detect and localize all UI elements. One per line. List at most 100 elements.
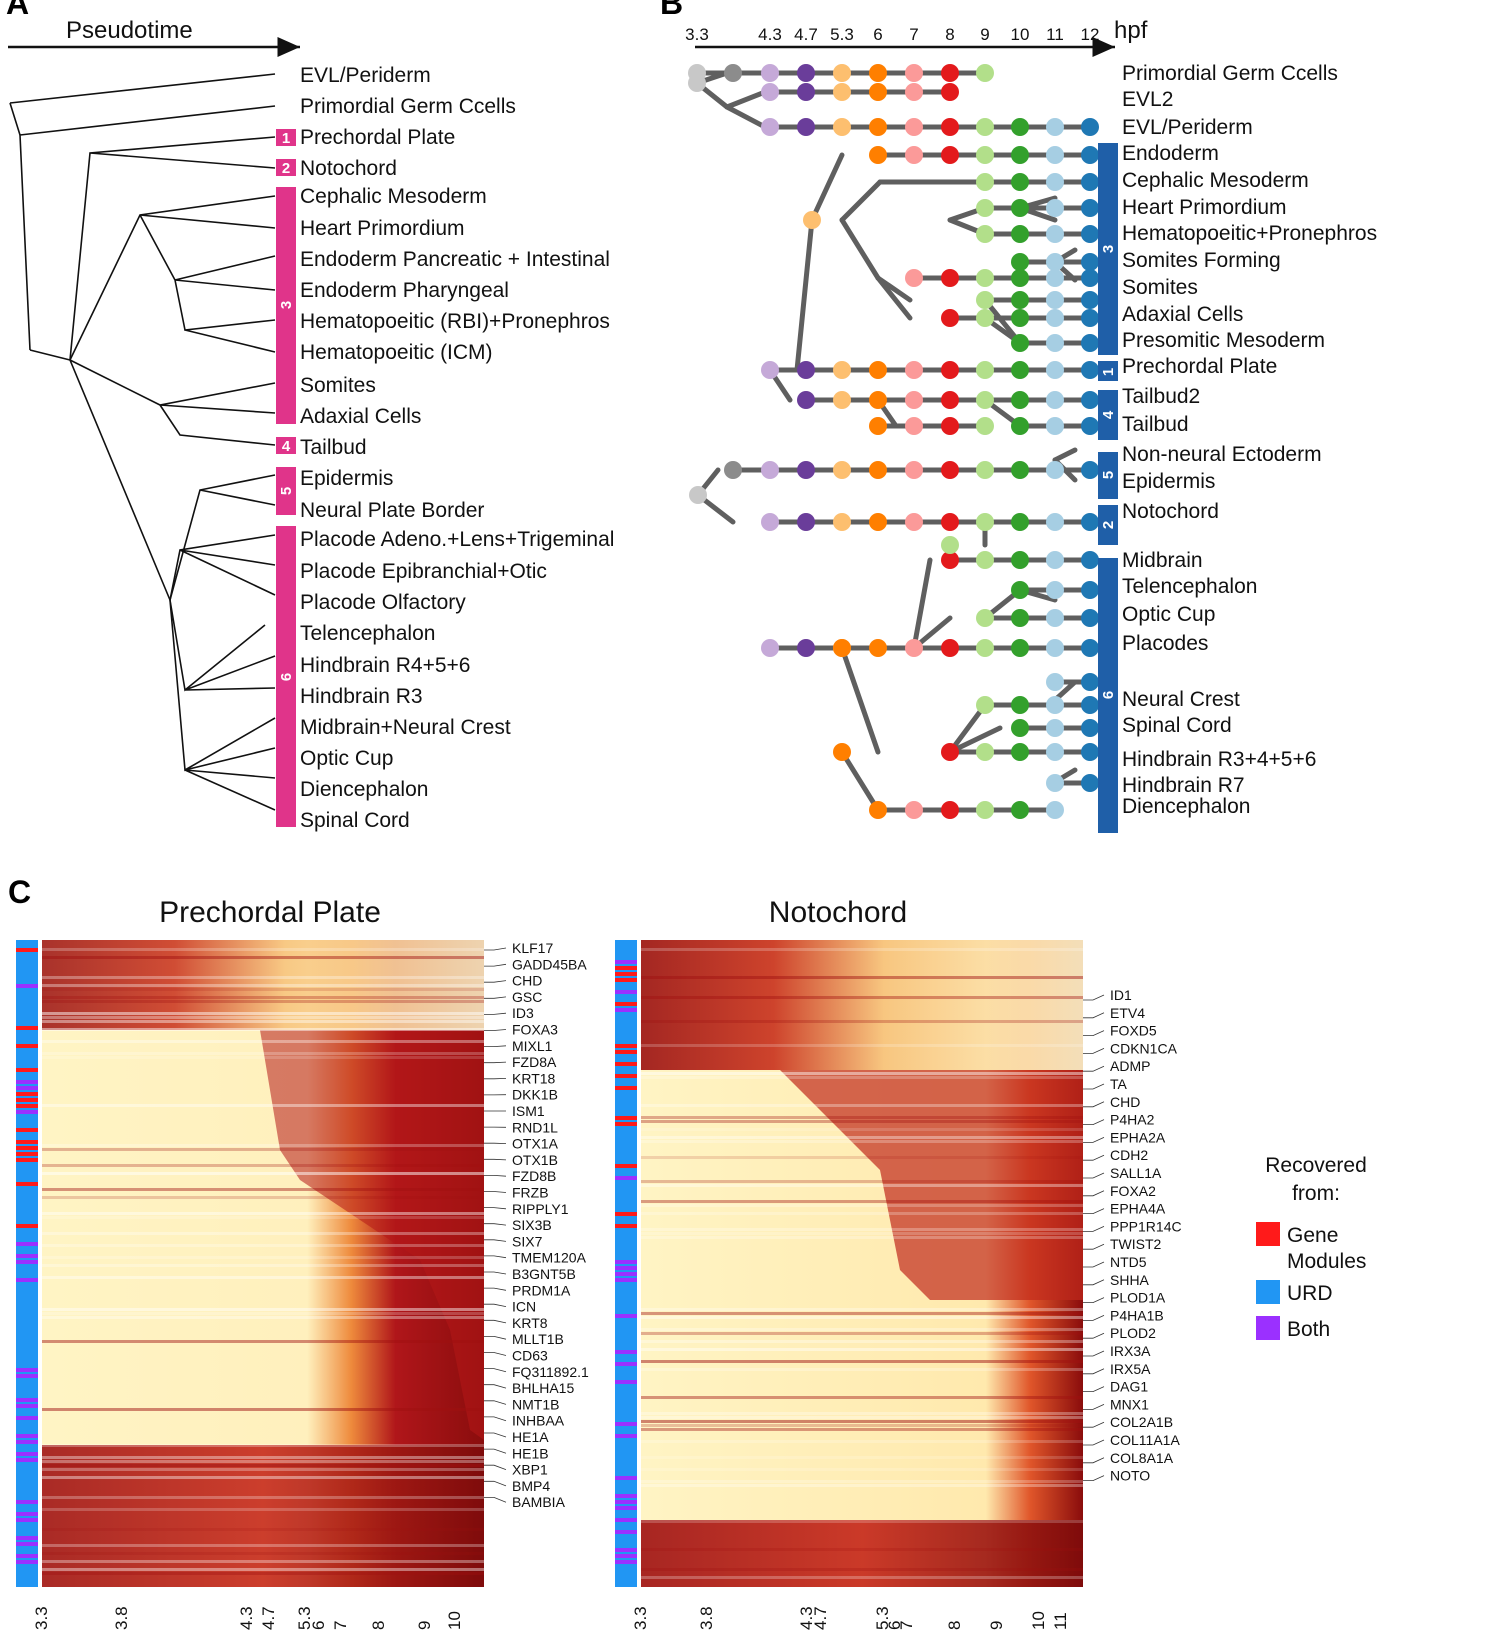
source-mark [16,1044,38,1048]
source-mark [16,948,38,952]
stage-node [1046,361,1064,379]
x-tick-label: 8 [369,1621,388,1630]
stage-node [1081,673,1099,691]
heatmap-row [42,1496,484,1499]
stage-node [1046,609,1064,627]
stage-node [797,118,815,136]
hpf-label: hpf [1114,17,1148,44]
source-mark [16,1068,38,1072]
source-mark [615,1074,637,1078]
source-mark [16,1536,38,1540]
gene-label: FRZB [512,1185,549,1201]
stage-node [869,391,887,409]
heatmap-block-early [42,940,484,1030]
source-mark [615,1434,637,1438]
gene-leader [484,1223,507,1226]
stage-node [761,639,779,657]
stage-node [1081,743,1099,761]
tree-branch [839,645,881,755]
leaf-label: Placode Epibranchial+Otic [300,560,547,583]
stage-node [941,83,959,101]
stage-node [1081,461,1099,479]
stage-node [976,551,994,569]
gene-leader [484,1191,507,1193]
stage-node [1081,513,1099,531]
stage-node [976,309,994,327]
heatmap-row [641,1316,1083,1319]
gene-leader [484,1158,507,1161]
stage-node [833,639,851,657]
source-legend: Recovered from: Gene Modules URD Both [1256,1154,1367,1341]
heatmap-row [42,1264,484,1267]
gene-leader [484,1029,507,1031]
leaf-label-b: Endoderm [1122,142,1219,165]
panel-c-letter: C [8,874,31,910]
leaf-label: Somites [300,374,376,397]
x-tick-label: 5.3 [873,1606,892,1630]
leaf-label-b: Hindbrain R3+4+5+6 [1122,748,1316,771]
module-1-bar [276,129,296,146]
module-1-label: 1 [282,130,290,147]
x-tick-label: 9 [987,1621,1006,1630]
stage-node [976,146,994,164]
gene-label: HE1B [512,1445,549,1461]
gene-label: XBP1 [512,1462,548,1478]
gene-leader [484,1239,507,1242]
stage-node [976,609,994,627]
source-mark [16,1560,38,1564]
stage-node [797,64,815,82]
gene-label: NMT1B [512,1396,559,1412]
stage-node [724,461,742,479]
heatmap-row [641,1232,1083,1235]
x-tick-label: 9 [415,1621,434,1630]
stage-node [1081,309,1099,327]
panel-b: B hpf 3.3 4.3 4.7 5.3 6 7 8 9 10 11 12 3 1 4 5 2 6… [660,0,1377,833]
leaf-label-b: Heart Primordium [1122,196,1287,219]
source-mark [16,1404,38,1408]
stage-node [1011,609,1029,627]
gene-leader [1083,1065,1105,1072]
module-5-label-b: 5 [1100,471,1117,479]
source-mark [16,1542,38,1546]
stage-node [869,417,887,435]
stage-node [761,461,779,479]
x-tick-label: 6 [309,1621,328,1630]
panel-a-letter: A [6,0,29,21]
stage-node [905,118,923,136]
heatmap-row [641,1332,1083,1335]
urd-tree [688,64,1099,819]
hpf-tick: 7 [909,25,918,44]
leaf-label-b: Presomitic Mesoderm [1122,329,1325,352]
stage-node [1081,146,1099,164]
dendrogram [9,73,276,811]
stage-node [1081,173,1099,191]
heatmap-row [641,1184,1083,1187]
heatmap-row [42,996,484,999]
stage-node [976,199,994,217]
legend-swatch-urd [1256,1280,1280,1304]
stage-node [976,801,994,819]
gene-leader [1083,1083,1105,1090]
gene-label: ID1 [1110,987,1132,1003]
heatmap-row [641,1520,1083,1523]
heatmap-row [641,1348,1083,1351]
source-mark [16,1110,38,1114]
x-tick-label: 11 [1051,1612,1070,1630]
stage-node [833,513,851,531]
stage-node [1081,391,1099,409]
leaf-label: Hindbrain R3 [300,685,423,708]
gene-leader [1083,1421,1105,1428]
leaf-label: Endoderm Pharyngeal [300,279,509,302]
heatmap-row [641,1480,1083,1483]
gene-label: DKK1B [512,1087,558,1103]
x-tick-label: 4.3 [797,1606,816,1630]
leaf-label: Neural Plate Border [300,499,484,522]
gene-label: RIPPLY1 [512,1201,569,1217]
leaf-label-b: EVL2 [1122,88,1173,111]
stage-node [941,639,959,657]
source-mark [615,1008,637,1012]
source-mark [16,1398,38,1402]
gene-leader [484,947,507,951]
source-mark [615,1002,637,1006]
gene-leader [484,1319,507,1324]
